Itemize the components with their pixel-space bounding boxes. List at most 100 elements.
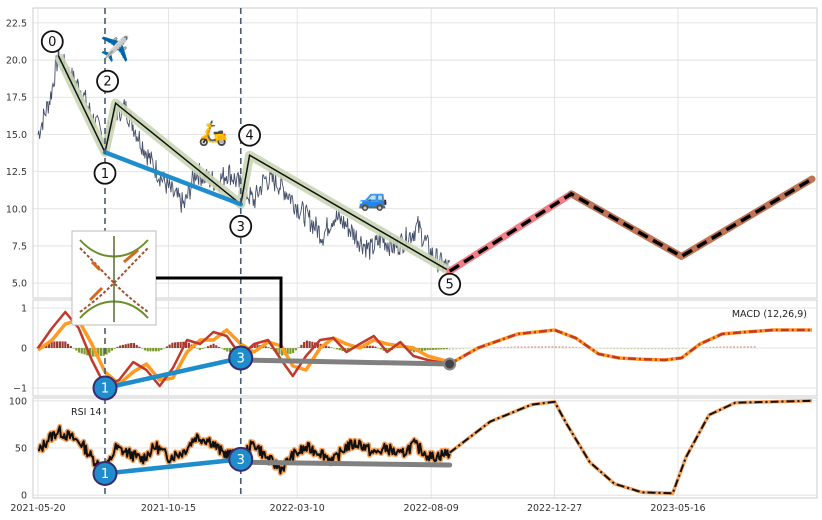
macd-hist-future-bar-59 xyxy=(650,348,653,350)
macd-hist-future-bar-33 xyxy=(561,346,564,348)
macd-hist-future-bar-43 xyxy=(596,348,598,349)
macd-hist-bar-122 xyxy=(371,345,374,348)
macd-hist-bar-28 xyxy=(113,348,116,349)
macd-hist-future-bar-81 xyxy=(726,346,729,348)
macd-y-tick-2: 1 xyxy=(21,304,27,315)
macd-hist-bar-148 xyxy=(442,348,446,350)
macd-hist-future-bar-44 xyxy=(599,348,602,349)
macd-hist-future-bar-76 xyxy=(709,346,712,348)
macd-hist-future-bar-54 xyxy=(633,348,636,350)
macd-hist-bar-45 xyxy=(160,348,163,351)
macd-hist-bar-92 xyxy=(289,348,292,354)
macd-hist-bar-58 xyxy=(195,348,199,349)
macd-hist-bar-22 xyxy=(97,348,100,357)
wave-label-circle-5 xyxy=(438,272,462,296)
rsi-projection-glow xyxy=(448,399,813,496)
rsi-y-tick-0: 0 xyxy=(21,491,27,502)
macd-hist-bar-60 xyxy=(201,348,204,349)
rsi-panel: 0 50 100 RSI 14 xyxy=(9,396,818,502)
macd-hist-bar-94 xyxy=(294,348,297,351)
macd-hist-bar-108 xyxy=(333,348,336,349)
macd-hist-bar-48 xyxy=(168,344,171,348)
macd-divergence-gray-end xyxy=(443,357,457,371)
macd-hist-future-bar-62 xyxy=(661,348,664,350)
macd-hist-future-bar-48 xyxy=(613,348,616,350)
macd-hist-future-bar-5 xyxy=(465,348,468,349)
macd-hist-bar-49 xyxy=(171,342,174,348)
macd-hist-future-bar-63 xyxy=(664,348,667,350)
macd-hist-future-bar-20 xyxy=(517,346,520,348)
projection-dashed-line xyxy=(448,177,813,273)
macd-hist-bar-87 xyxy=(275,348,278,353)
macd-hist-bar-80 xyxy=(256,344,259,348)
macd-hist-bar-20 xyxy=(91,348,94,357)
inset-helix-marks xyxy=(88,248,139,302)
rsi-y-tick-1: 50 xyxy=(15,444,27,455)
macd-hist-future-bar-83 xyxy=(733,346,736,348)
rsi-divergence-gray xyxy=(238,459,453,468)
macd-hist-bar-36 xyxy=(135,344,138,348)
macd-hist-future-bar-85 xyxy=(740,346,742,348)
inset-thumbnail xyxy=(71,230,157,326)
price-y-tick-3: 12.5 xyxy=(6,167,27,178)
price-y-tick-2: 10.0 xyxy=(6,204,27,215)
macd-hist-bar-4 xyxy=(47,342,50,348)
rsi-divergence-marker-3 xyxy=(228,446,254,472)
macd-hist-bar-10 xyxy=(64,341,67,348)
macd-hist-future-bar-58 xyxy=(647,348,650,350)
macd-hist-bar-70 xyxy=(228,348,232,353)
macd-hist-bar-17 xyxy=(83,348,86,355)
wave-label-circle-1 xyxy=(93,161,117,185)
macd-divergence-gray xyxy=(238,357,453,367)
macd-hist-bar-144 xyxy=(432,348,435,350)
wave-label-3: 3 xyxy=(237,220,245,235)
macd-hist-future-bar-89 xyxy=(753,346,756,348)
inset-helix-strand-b xyxy=(79,247,149,313)
macd-hist-bar-12 xyxy=(69,346,72,348)
macd-hist-bar-27 xyxy=(110,348,114,351)
price-y-tick-6: 20.0 xyxy=(6,56,27,67)
macd-hist-bar-93 xyxy=(292,348,295,354)
wave-label-circle-4 xyxy=(238,123,261,147)
macd-hist-bar-107 xyxy=(330,347,333,348)
macd-hist-bar-40 xyxy=(146,348,149,352)
macd-hist-future-bar-31 xyxy=(554,345,557,348)
x-tick-3: 2022-08-09 xyxy=(404,503,459,514)
macd-hist-bar-147 xyxy=(440,348,443,350)
macd-hist-bar-142 xyxy=(426,348,429,351)
price-y-tick-4: 15.0 xyxy=(6,130,27,141)
macd-hist-bar-83 xyxy=(264,346,267,348)
macd-hist-bar-26 xyxy=(108,348,111,353)
macd-hist-future-bar-35 xyxy=(568,346,571,348)
annotation-overlay: 0 1 2 3 4 5 ✈️ 🛵 🚙 1 3 1 3 xyxy=(40,8,462,498)
rsi-divergence-marker-1 xyxy=(92,460,118,486)
macd-hist-bar-79 xyxy=(253,343,256,348)
macd-y-tick-0: −1 xyxy=(13,384,27,395)
macd-y-ticks: −1 0 1 xyxy=(13,304,27,395)
macd-hist-future-bar-75 xyxy=(705,347,708,348)
macd-hist-future-bar-2 xyxy=(455,348,458,350)
macd-hist-bar-35 xyxy=(132,343,136,348)
connector-line xyxy=(156,276,283,348)
airplane-icon: ✈️ xyxy=(100,34,130,63)
macd-hist-future-bar-55 xyxy=(637,348,640,350)
macd-hist-bar-85 xyxy=(270,348,273,350)
macd-hist-bar-143 xyxy=(429,348,432,351)
wave-label-0: 0 xyxy=(48,35,56,50)
macd-hist-bar-50 xyxy=(174,342,177,348)
scooter-icon: 🛵 xyxy=(198,119,228,147)
macd-hist-future-bar-79 xyxy=(719,346,722,348)
rsi-y-ticks: 0 50 100 xyxy=(9,396,27,501)
macd-hist-future-bar-28 xyxy=(544,345,547,348)
macd-hist-future-bar-24 xyxy=(530,346,533,348)
macd-hist-bar-63 xyxy=(209,344,212,348)
macd-hist-bar-11 xyxy=(66,343,70,348)
macd-hist-bar-136 xyxy=(410,348,413,352)
macd-hist-future-bar-65 xyxy=(671,348,674,350)
macd-hist-future-bar-22 xyxy=(524,346,526,348)
macd-hist-bar-145 xyxy=(434,348,437,350)
macd-hist-bar-97 xyxy=(303,342,306,348)
macd-hist-future-bar-32 xyxy=(558,346,561,348)
macd-hist-bar-140 xyxy=(421,348,424,352)
